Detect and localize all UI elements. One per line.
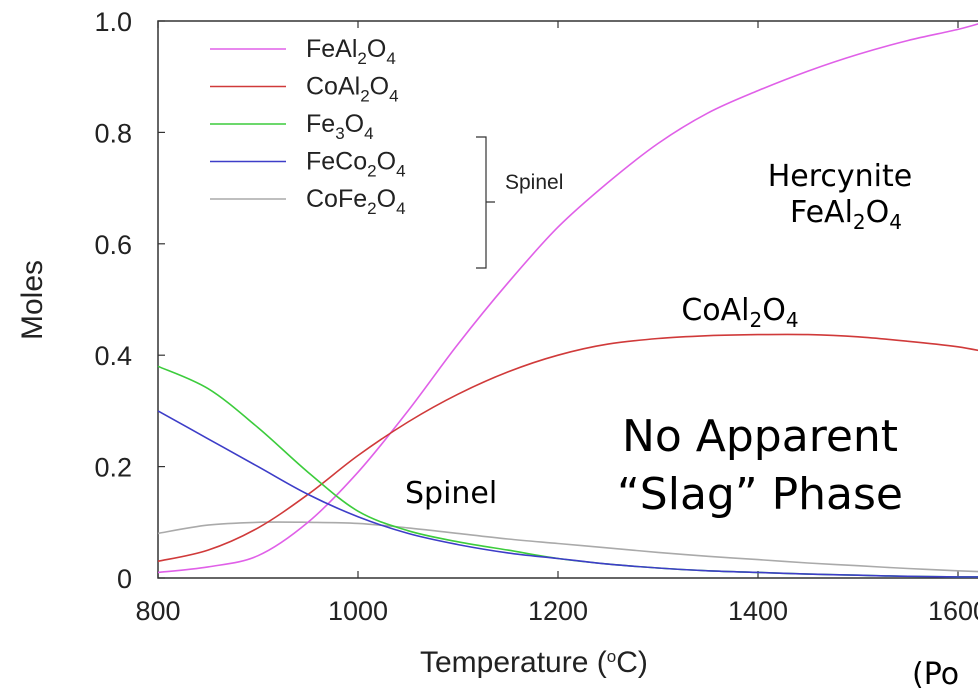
subscript: 2 [853,210,866,234]
y-tick-label: 0.2 [94,453,132,483]
plot-area [157,20,978,579]
x-tick-label: 1400 [728,596,788,626]
subscript: 2 [367,199,376,218]
legend-label-cofe2o4: CoFe2O4 [306,185,406,218]
subscript: 4 [389,87,398,106]
x-axis-title: Temperature (oC) [420,646,648,679]
x-axis-title-unit: C) [616,646,648,679]
formula-text: O [370,73,389,101]
legend-label-fe3o4: Fe3O4 [306,110,374,143]
annotation-no-apparent: No Apparent [622,411,898,462]
plot-frame [157,20,978,579]
formula-text: O [377,148,396,176]
formula-text: O [762,293,786,328]
formula-text: CoAl [681,293,749,328]
x-tick-label: 1000 [328,596,388,626]
subscript: 4 [386,49,395,68]
formula-text: Fe [306,110,335,138]
formula-text: CoAl [306,73,360,101]
series-line-cofe2o4 [157,521,978,573]
annotation-partial-right: (Po [912,657,959,692]
series-line-feco2o4 [157,410,978,578]
y-tick-label: 0.4 [94,341,132,371]
formula-text: O [345,110,364,138]
x-tick-label: 800 [135,596,180,626]
subscript: 4 [786,308,799,332]
series-line-feal2o4 [157,23,978,574]
series-line-coal2o4 [157,333,978,563]
bracket-label: Spinel [505,171,563,194]
legend-label-feal2o4: FeAl2O4 [306,35,396,68]
subscript: 4 [889,210,902,234]
subscript: 2 [360,87,369,106]
spinel-bracket: Spinel [476,136,563,269]
annotation-coal2o4: CoAl2O4 [681,293,798,332]
formula-text: FeAl [790,195,853,230]
legend-label-coal2o4: CoAl2O4 [306,73,399,106]
formula-text: O [866,195,890,230]
y-tick-label: 0 [117,564,132,594]
subscript: 4 [396,199,405,218]
annotation-slag-phase: “Slag” Phase [617,469,903,520]
x-tick-label: 1200 [528,596,588,626]
annotations: Hercynite FeAl2O4 CoAl2O4 No Apparent “S… [405,159,959,692]
y-axis-title: Moles [16,260,49,340]
legend-label-feco2o4: FeCo2O4 [306,148,406,181]
formula-text: O [367,35,386,63]
annotation-hercynite-formula: FeAl2O4 [790,195,902,234]
subscript: 2 [367,162,376,181]
subscript: 2 [357,49,366,68]
x-axis-title-sup: o [607,647,616,666]
annotation-spinel: Spinel [405,476,497,511]
formula-text: CoFe [306,185,367,213]
annotation-hercynite: Hercynite [768,159,913,194]
series-layer [157,23,978,578]
formula-text: FeCo [306,148,367,176]
formula-text: FeAl [306,35,357,63]
y-tick-label: 0.8 [94,118,132,148]
subscript: 4 [364,124,373,143]
subscript: 4 [396,162,405,181]
bracket-shape [476,136,495,269]
subscript: 3 [335,124,344,143]
subscript: 2 [750,308,763,332]
x-axis-title-text: Temperature ( [420,646,607,679]
y-tick-label: 0.6 [94,230,132,260]
y-tick-label: 1.0 [94,7,132,37]
formula-text: O [377,185,396,213]
